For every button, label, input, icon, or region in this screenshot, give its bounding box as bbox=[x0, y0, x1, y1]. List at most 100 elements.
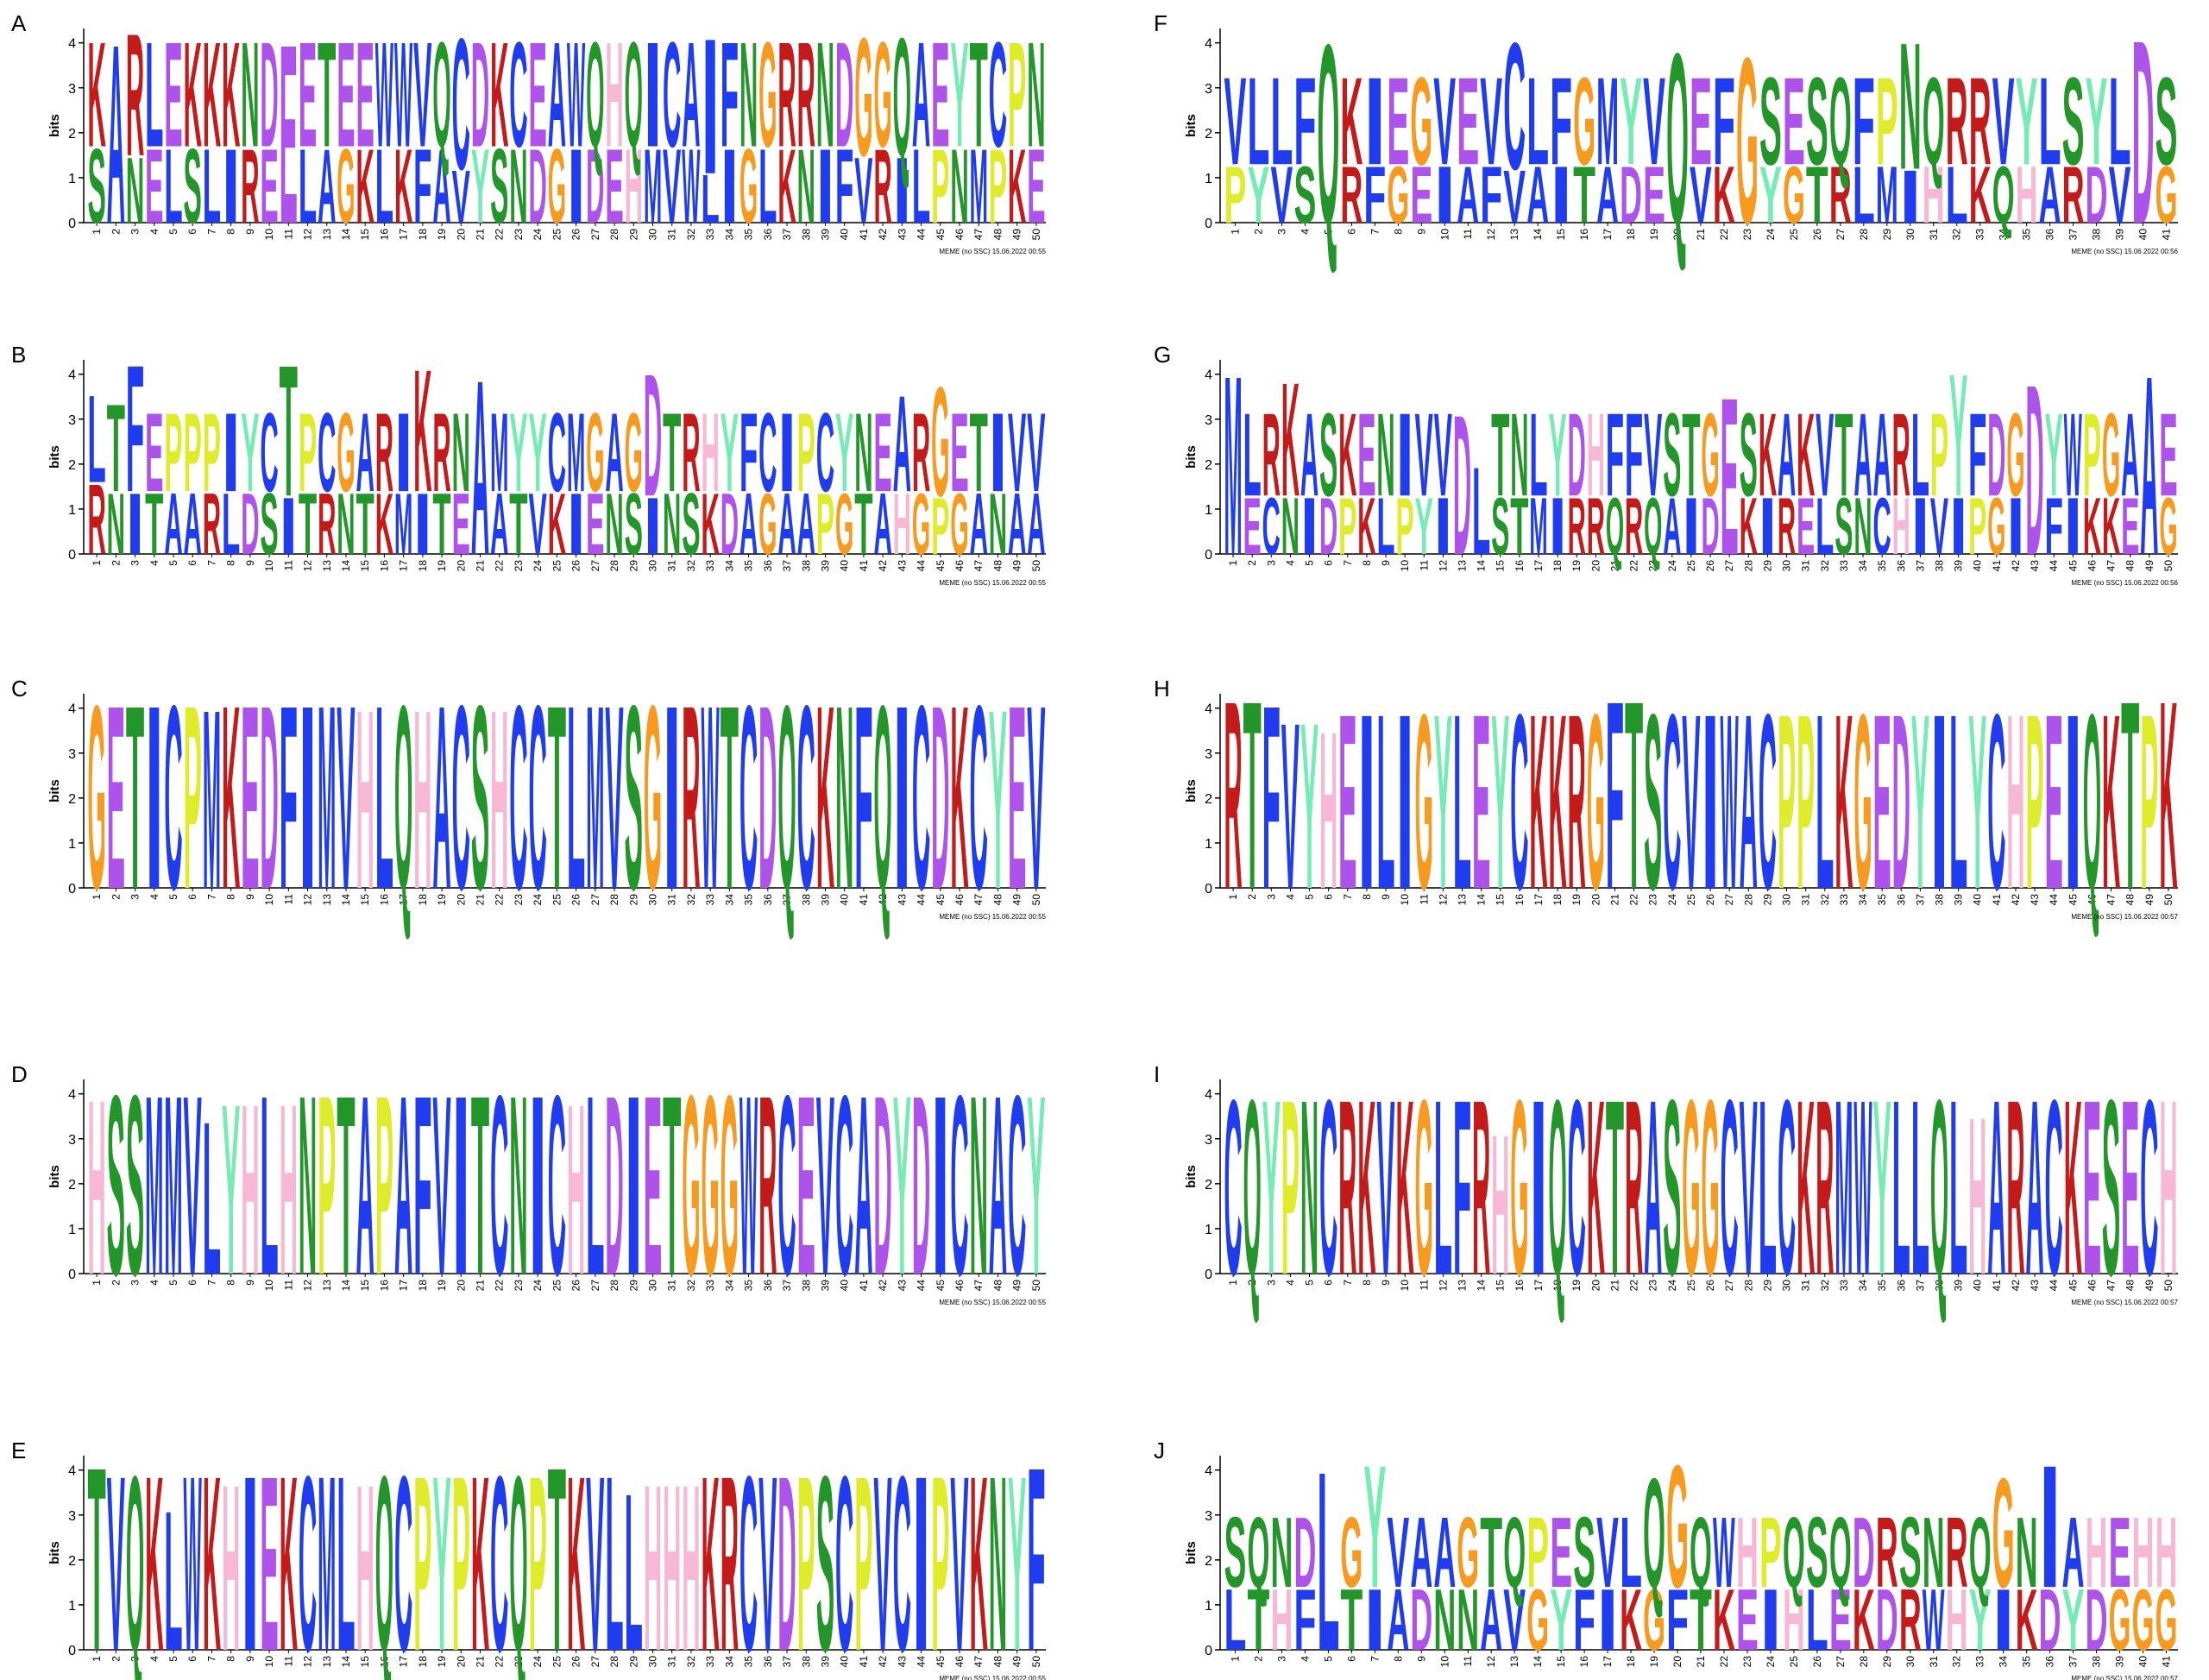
logo-letter: P bbox=[1224, 150, 1247, 241]
logo-letter: A bbox=[432, 127, 450, 246]
x-tick-label: 27 bbox=[1835, 1656, 1847, 1668]
logo-letter: A bbox=[1008, 475, 1026, 573]
x-tick-label: 6 bbox=[1323, 894, 1335, 900]
logo-letter: S bbox=[625, 475, 643, 572]
logo-letter: S bbox=[1319, 390, 1337, 522]
logo-letter: G bbox=[1783, 149, 1805, 240]
y-tick-label: 0 bbox=[68, 882, 76, 897]
x-tick-label: 39 bbox=[819, 1280, 831, 1292]
logo-letter: G bbox=[87, 651, 105, 943]
x-tick-label: 34 bbox=[1857, 1280, 1869, 1292]
x-tick-label: 21 bbox=[1608, 560, 1621, 572]
logo-letter: T bbox=[126, 651, 144, 944]
x-tick-label: 27 bbox=[589, 560, 601, 572]
logo-letter: I bbox=[644, 481, 662, 572]
x-tick-label: 7 bbox=[1369, 1656, 1381, 1662]
logo-letter: R bbox=[1340, 151, 1363, 241]
logo-letter: N bbox=[854, 391, 872, 516]
logo-letter: P bbox=[931, 129, 949, 247]
x-tick-label: 30 bbox=[646, 229, 658, 241]
x-tick-label: 18 bbox=[417, 894, 429, 906]
logo-letter: R bbox=[797, 11, 815, 179]
x-tick-label: 21 bbox=[475, 229, 487, 241]
x-tick-label: 30 bbox=[1904, 1656, 1916, 1668]
x-tick-label: 12 bbox=[1485, 229, 1497, 241]
x-tick-label: 22 bbox=[1718, 1656, 1730, 1668]
logo-letter: V bbox=[663, 128, 681, 246]
logo-letter: G bbox=[1992, 1445, 2015, 1620]
logo-letter: R bbox=[1472, 1048, 1490, 1327]
x-tick-label: 49 bbox=[1011, 894, 1023, 906]
logo-letter: I bbox=[1596, 1570, 1619, 1668]
x-tick-label: 14 bbox=[1476, 560, 1488, 572]
x-tick-label: 26 bbox=[1811, 229, 1823, 241]
x-tick-label: 20 bbox=[455, 1656, 467, 1668]
logo-letter: H bbox=[682, 1437, 700, 1680]
x-tick-label: 46 bbox=[953, 560, 966, 572]
x-tick-label: 5 bbox=[167, 894, 179, 900]
logo-letter: V bbox=[1596, 1498, 1619, 1609]
logo-letter: K bbox=[222, 11, 240, 179]
logo-letter: D bbox=[873, 1041, 891, 1328]
x-tick-label: 38 bbox=[800, 1656, 812, 1668]
logo-letter: Q bbox=[1829, 1498, 1852, 1609]
logo-letter: N bbox=[739, 11, 758, 179]
x-tick-label: 2 bbox=[1246, 1280, 1258, 1286]
logo-letter: C bbox=[509, 651, 527, 944]
logo-letter: C bbox=[1568, 1048, 1586, 1327]
x-tick-label: 13 bbox=[321, 1280, 333, 1292]
logo-letter: E bbox=[1873, 663, 1891, 941]
x-tick-label: 45 bbox=[935, 894, 947, 906]
x-tick-label: 3 bbox=[129, 894, 142, 900]
logo-letter: I bbox=[241, 1424, 259, 1680]
logo-letter: E bbox=[950, 390, 968, 516]
logo-letter: V bbox=[854, 138, 872, 242]
logo-letter: Y bbox=[1759, 150, 1782, 241]
x-tick-label: 3 bbox=[1265, 1280, 1277, 1286]
logo-letter: T bbox=[1682, 389, 1700, 522]
logo-letter: G bbox=[337, 126, 355, 245]
logo-letter: P bbox=[2025, 663, 2043, 941]
logo-letter: W bbox=[394, 12, 412, 179]
logo-letter: K bbox=[145, 1424, 163, 1680]
x-tick-label: 41 bbox=[1991, 560, 2003, 572]
logo-letter: V bbox=[413, 12, 431, 179]
logo-letter: D bbox=[777, 1424, 796, 1680]
x-tick-label: 1 bbox=[91, 1280, 103, 1286]
logo-letter: V bbox=[586, 1425, 604, 1680]
logo-letter: C bbox=[164, 651, 182, 944]
logo-letter: Q bbox=[1666, 2, 1689, 274]
logo-letter: R bbox=[87, 464, 105, 576]
logo-letter: P bbox=[1008, 12, 1026, 179]
x-tick-label: 31 bbox=[1800, 1280, 1812, 1292]
logo-letter: L bbox=[1620, 1498, 1642, 1609]
x-tick-label: 41 bbox=[858, 894, 870, 906]
x-tick-label: 7 bbox=[1342, 560, 1354, 566]
x-tick-label: 18 bbox=[1551, 894, 1564, 906]
footer: MEME (no SSC) 15.06.2022 00:55 bbox=[939, 1675, 1046, 1680]
logo-letter: G bbox=[2156, 1571, 2178, 1669]
x-tick-label: 33 bbox=[1974, 1656, 1986, 1668]
x-tick-label: 15 bbox=[1495, 560, 1507, 572]
logo-letter: C bbox=[893, 1424, 911, 1680]
logo-letter: L bbox=[145, 11, 163, 179]
x-tick-label: 22 bbox=[1628, 1280, 1640, 1292]
logo-letter: K bbox=[356, 127, 374, 246]
x-tick-label: 15 bbox=[359, 1280, 371, 1292]
x-tick-label: 5 bbox=[167, 1280, 179, 1286]
x-tick-label: 2 bbox=[110, 1656, 122, 1662]
panel-label: B bbox=[11, 342, 26, 368]
logo-letter: V bbox=[184, 1041, 202, 1328]
logo-letter: K bbox=[375, 475, 393, 573]
x-tick-label: 16 bbox=[1578, 229, 1590, 241]
logo-letter: E bbox=[605, 129, 623, 247]
logo-letter: N bbox=[241, 11, 259, 179]
logo-letter: C bbox=[970, 651, 988, 944]
logo-letter: T bbox=[280, 325, 298, 535]
x-tick-label: 25 bbox=[1685, 894, 1697, 906]
logo-letter: H bbox=[663, 1437, 681, 1680]
x-tick-label: 34 bbox=[1998, 229, 2010, 241]
x-tick-label: 18 bbox=[417, 229, 429, 241]
x-tick-label: 34 bbox=[723, 1656, 735, 1668]
x-tick-label: 9 bbox=[1380, 1280, 1392, 1286]
